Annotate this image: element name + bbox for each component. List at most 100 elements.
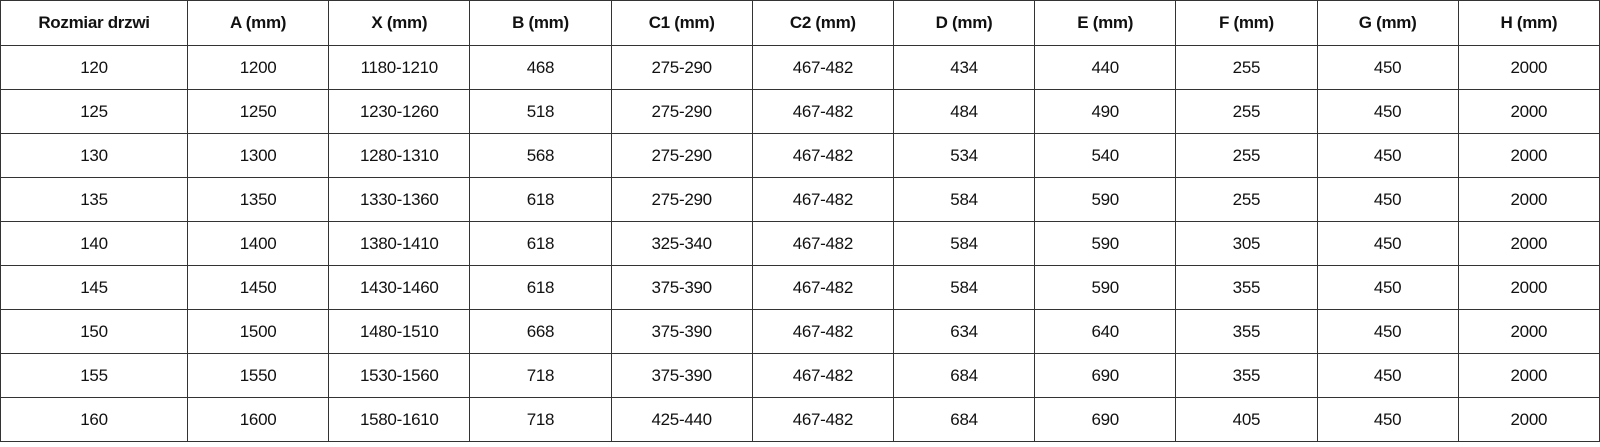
table-cell: 1480-1510 bbox=[328, 309, 471, 354]
table-cell: 2000 bbox=[1457, 177, 1600, 222]
table-cell: 1200 bbox=[186, 45, 330, 90]
table-cell: 618 bbox=[469, 177, 612, 222]
table-cell: 2000 bbox=[1457, 397, 1600, 442]
table-cell: 160 bbox=[0, 397, 188, 442]
table-cell: 425-440 bbox=[610, 397, 753, 442]
table-row: 130 1300 1280-1310 568 275-290 467-482 534 540 2… bbox=[0, 133, 1600, 178]
table-cell: 1500 bbox=[186, 309, 330, 354]
table-cell: 1400 bbox=[186, 221, 330, 266]
table-cell: 375-390 bbox=[610, 309, 753, 354]
table-row: 150 1500 1480-1510 668 375-390 467-482 634 640 3… bbox=[0, 309, 1600, 354]
table-cell: 1550 bbox=[186, 353, 330, 398]
table-row: 135 1350 1330-1360 618 275-290 467-482 584 590 2… bbox=[0, 177, 1600, 222]
table-cell: 275-290 bbox=[610, 133, 753, 178]
column-header: A (mm) bbox=[186, 0, 330, 46]
column-header: C1 (mm) bbox=[610, 0, 753, 46]
table-cell: 450 bbox=[1316, 353, 1459, 398]
header-row: Rozmiar drzwi A (mm) X (mm) B (mm) C1 (mm) C2… bbox=[0, 0, 1600, 46]
table-cell: 355 bbox=[1175, 353, 1318, 398]
table-cell: 1530-1560 bbox=[328, 353, 471, 398]
table-cell: 490 bbox=[1034, 89, 1177, 134]
table-cell: 434 bbox=[892, 45, 1036, 90]
table-cell: 1350 bbox=[186, 177, 330, 222]
table-cell: 305 bbox=[1175, 221, 1318, 266]
table-cell: 590 bbox=[1034, 177, 1177, 222]
table-cell: 1450 bbox=[186, 265, 330, 310]
table-cell: 450 bbox=[1316, 221, 1459, 266]
table-cell: 518 bbox=[469, 89, 612, 134]
table-cell: 1600 bbox=[186, 397, 330, 442]
table-cell: 690 bbox=[1034, 397, 1177, 442]
table-cell: 1330-1360 bbox=[328, 177, 471, 222]
table-row: 140 1400 1380-1410 618 325-340 467-482 584 590 3… bbox=[0, 221, 1600, 266]
table-cell: 584 bbox=[892, 221, 1036, 266]
table-cell: 355 bbox=[1175, 309, 1318, 354]
table-cell: 2000 bbox=[1457, 45, 1600, 90]
table-cell: 684 bbox=[892, 397, 1036, 442]
table-cell: 467-482 bbox=[751, 45, 894, 90]
table-cell: 145 bbox=[0, 265, 188, 310]
table-cell: 155 bbox=[0, 353, 188, 398]
table-cell: 2000 bbox=[1457, 221, 1600, 266]
table-cell: 375-390 bbox=[610, 353, 753, 398]
table-cell: 618 bbox=[469, 221, 612, 266]
column-header: H (mm) bbox=[1457, 0, 1600, 46]
table-cell: 450 bbox=[1316, 133, 1459, 178]
table-cell: 275-290 bbox=[610, 177, 753, 222]
table-cell: 440 bbox=[1034, 45, 1177, 90]
table-cell: 450 bbox=[1316, 177, 1459, 222]
table-cell: 1300 bbox=[186, 133, 330, 178]
table-cell: 275-290 bbox=[610, 45, 753, 90]
table-cell: 2000 bbox=[1457, 309, 1600, 354]
table-cell: 275-290 bbox=[610, 89, 753, 134]
table-cell: 255 bbox=[1175, 133, 1318, 178]
table-cell: 540 bbox=[1034, 133, 1177, 178]
table-cell: 2000 bbox=[1457, 265, 1600, 310]
column-header: B (mm) bbox=[469, 0, 612, 46]
table-cell: 467-482 bbox=[751, 353, 894, 398]
table-cell: 467-482 bbox=[751, 309, 894, 354]
table-row: 120 1200 1180-1210 468 275-290 467-482 434 440 2… bbox=[0, 45, 1600, 90]
table-cell: 534 bbox=[892, 133, 1036, 178]
column-header: E (mm) bbox=[1034, 0, 1177, 46]
table-cell: 1430-1460 bbox=[328, 265, 471, 310]
table-cell: 467-482 bbox=[751, 133, 894, 178]
column-header: X (mm) bbox=[328, 0, 471, 46]
table-cell: 1250 bbox=[186, 89, 330, 134]
table-cell: 590 bbox=[1034, 265, 1177, 310]
table-cell: 450 bbox=[1316, 309, 1459, 354]
column-header: G (mm) bbox=[1316, 0, 1459, 46]
table-cell: 1180-1210 bbox=[328, 45, 471, 90]
column-header: Rozmiar drzwi bbox=[0, 0, 188, 46]
table-cell: 150 bbox=[0, 309, 188, 354]
table-cell: 355 bbox=[1175, 265, 1318, 310]
table-cell: 450 bbox=[1316, 45, 1459, 90]
table-cell: 2000 bbox=[1457, 353, 1600, 398]
table-cell: 467-482 bbox=[751, 89, 894, 134]
table-cell: 255 bbox=[1175, 45, 1318, 90]
column-header: C2 (mm) bbox=[751, 0, 894, 46]
table-cell: 140 bbox=[0, 221, 188, 266]
table-cell: 640 bbox=[1034, 309, 1177, 354]
table-cell: 1580-1610 bbox=[328, 397, 471, 442]
table-cell: 584 bbox=[892, 177, 1036, 222]
table-cell: 467-482 bbox=[751, 221, 894, 266]
table-cell: 2000 bbox=[1457, 89, 1600, 134]
table-row: 145 1450 1430-1460 618 375-390 467-482 584 590 3… bbox=[0, 265, 1600, 310]
table-cell: 255 bbox=[1175, 177, 1318, 222]
table-cell: 2000 bbox=[1457, 133, 1600, 178]
table-cell: 584 bbox=[892, 265, 1036, 310]
column-header: D (mm) bbox=[892, 0, 1036, 46]
table-cell: 255 bbox=[1175, 89, 1318, 134]
table-cell: 590 bbox=[1034, 221, 1177, 266]
table-cell: 375-390 bbox=[610, 265, 753, 310]
column-header: F (mm) bbox=[1175, 0, 1318, 46]
table-cell: 325-340 bbox=[610, 221, 753, 266]
table-cell: 467-482 bbox=[751, 397, 894, 442]
table-row: 160 1600 1580-1610 718 425-440 467-482 684 690 4… bbox=[0, 397, 1600, 442]
table-cell: 718 bbox=[469, 397, 612, 442]
table-cell: 450 bbox=[1316, 397, 1459, 442]
table-cell: 467-482 bbox=[751, 265, 894, 310]
table-cell: 1230-1260 bbox=[328, 89, 471, 134]
